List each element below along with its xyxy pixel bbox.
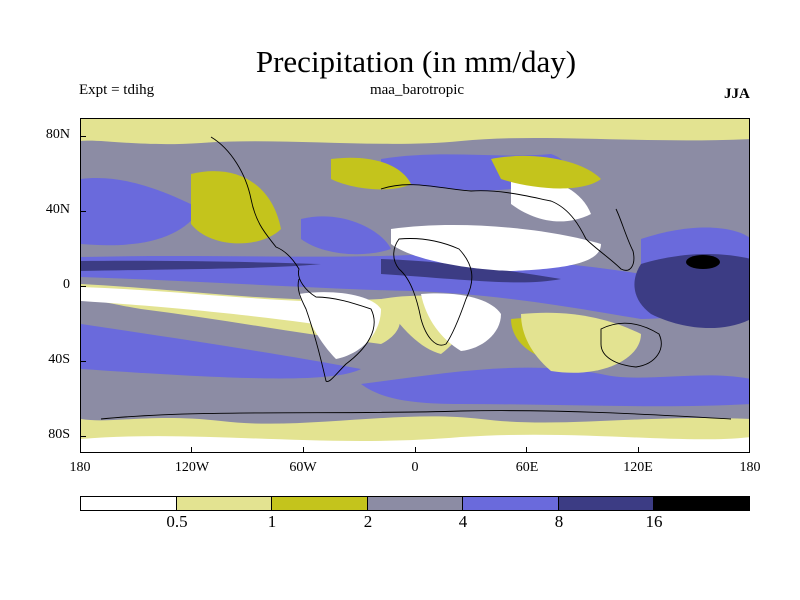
- africa-coastline: [393, 238, 473, 346]
- antarctic-dry-zone: [81, 434, 749, 452]
- lat-tick: [80, 136, 86, 137]
- lon-tick: [638, 447, 639, 453]
- legend-label: 16: [645, 512, 663, 531]
- precipitation-map: [80, 118, 750, 453]
- lon-tick: [191, 447, 192, 453]
- season-label: JJA: [724, 86, 750, 102]
- legend-swatch-6: [654, 497, 750, 510]
- australia-dry-zone: [521, 312, 641, 373]
- lat-label-40n: 40N: [45, 202, 70, 217]
- lat-tick: [80, 286, 86, 287]
- legend-label: 1: [267, 512, 277, 531]
- antarctica-coastline: [100, 410, 732, 420]
- legend-swatch-0: [81, 497, 177, 510]
- lon-tick: [303, 447, 304, 453]
- lon-label-0: 0: [411, 460, 419, 475]
- legend-swatch-1: [176, 497, 273, 510]
- chart-title: Precipitation (in mm/day): [255, 44, 577, 79]
- legend-label: 0.5: [166, 512, 188, 531]
- lat-label-80n: 80N: [45, 127, 70, 142]
- southern-africa-dry-zone: [421, 293, 501, 351]
- legend-label: 2: [363, 512, 373, 531]
- lon-label-120w: 120W: [174, 460, 210, 475]
- lon-tick: [415, 447, 416, 453]
- north-pacific-wet-zone: [81, 178, 201, 246]
- coastlines: [100, 136, 732, 420]
- eurasia-coastline: [380, 184, 635, 271]
- lon-tick: [526, 447, 527, 453]
- southern-ocean-wet-belt: [361, 367, 749, 407]
- lat-label-40s: 40S: [48, 352, 70, 367]
- south-pacific-wet-zone: [81, 324, 361, 379]
- lon-label-60w: 60W: [289, 460, 317, 475]
- precip-maximum: [686, 255, 720, 269]
- sahara-arabia-dry-zone: [391, 224, 601, 271]
- color-legend: [80, 496, 750, 511]
- lon-label-120e: 120E: [623, 460, 653, 475]
- arctic-light-band: [81, 119, 749, 145]
- legend-label: 8: [554, 512, 564, 531]
- legend-swatch-2: [272, 497, 368, 510]
- lat-label-equator: 0: [63, 277, 70, 292]
- south-america-dry-zone: [299, 292, 381, 359]
- run-name-label: maa_barotropic: [369, 82, 465, 98]
- legend-label: 4: [458, 512, 468, 531]
- north-atlantic-wet-zone: [301, 216, 391, 255]
- lon-label-180w: 180: [69, 460, 91, 475]
- map-svg: [81, 119, 749, 452]
- lat-tick: [80, 436, 86, 437]
- central-asia-dry-zone: [511, 178, 591, 222]
- warm-pool-core: [634, 254, 749, 328]
- itcz-band: [81, 255, 749, 319]
- north-america-zone: [191, 171, 281, 244]
- americas-coastline: [210, 136, 375, 382]
- experiment-label: Expt = tdihg: [79, 82, 155, 98]
- north-atlantic-zone: [331, 157, 411, 190]
- southeast-pacific-driest-zone: [81, 287, 375, 329]
- australia-coastline: [600, 322, 662, 368]
- legend-swatch-3: [367, 497, 464, 510]
- itcz-core-east-pacific: [81, 260, 321, 271]
- legend-swatch-5: [558, 497, 655, 510]
- lat-label-80s: 80S: [48, 427, 70, 442]
- legend-swatch-4: [463, 497, 559, 510]
- lat-tick: [80, 361, 86, 362]
- lon-label-60e: 60E: [515, 460, 539, 475]
- lon-label-180e: 180: [739, 460, 761, 475]
- siberia-zone: [491, 155, 601, 189]
- lat-tick: [80, 211, 86, 212]
